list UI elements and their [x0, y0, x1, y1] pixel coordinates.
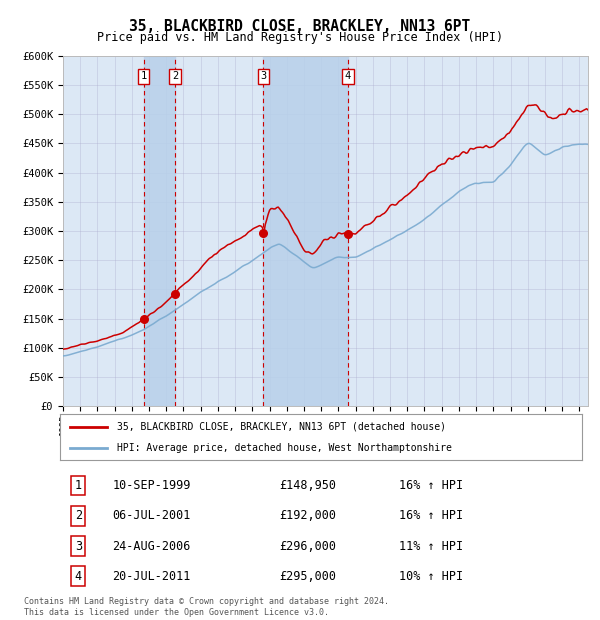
- Text: 16% ↑ HPI: 16% ↑ HPI: [400, 509, 463, 522]
- Text: £148,950: £148,950: [279, 479, 336, 492]
- Text: 24-AUG-2006: 24-AUG-2006: [112, 539, 191, 552]
- Text: 3: 3: [75, 539, 82, 552]
- Text: Contains HM Land Registry data © Crown copyright and database right 2024.
This d: Contains HM Land Registry data © Crown c…: [24, 598, 389, 617]
- Text: Price paid vs. HM Land Registry's House Price Index (HPI): Price paid vs. HM Land Registry's House …: [97, 31, 503, 44]
- Text: 3: 3: [260, 71, 266, 81]
- Text: 20-JUL-2011: 20-JUL-2011: [112, 570, 191, 583]
- Text: 2: 2: [75, 509, 82, 522]
- Text: 11% ↑ HPI: 11% ↑ HPI: [400, 539, 463, 552]
- Text: 06-JUL-2001: 06-JUL-2001: [112, 509, 191, 522]
- Text: HPI: Average price, detached house, West Northamptonshire: HPI: Average price, detached house, West…: [118, 443, 452, 453]
- Text: 2: 2: [172, 71, 178, 81]
- Bar: [263, 56, 348, 406]
- Text: 1: 1: [140, 71, 147, 81]
- Text: 1: 1: [75, 479, 82, 492]
- Text: £296,000: £296,000: [279, 539, 336, 552]
- Text: 35, BLACKBIRD CLOSE, BRACKLEY, NN13 6PT: 35, BLACKBIRD CLOSE, BRACKLEY, NN13 6PT: [130, 19, 470, 33]
- Text: 4: 4: [75, 570, 82, 583]
- Text: £192,000: £192,000: [279, 509, 336, 522]
- Text: 35, BLACKBIRD CLOSE, BRACKLEY, NN13 6PT (detached house): 35, BLACKBIRD CLOSE, BRACKLEY, NN13 6PT …: [118, 422, 446, 432]
- Text: 10-SEP-1999: 10-SEP-1999: [112, 479, 191, 492]
- Text: 10% ↑ HPI: 10% ↑ HPI: [400, 570, 463, 583]
- Text: £295,000: £295,000: [279, 570, 336, 583]
- Text: 4: 4: [345, 71, 351, 81]
- Bar: [144, 56, 175, 406]
- Text: 16% ↑ HPI: 16% ↑ HPI: [400, 479, 463, 492]
